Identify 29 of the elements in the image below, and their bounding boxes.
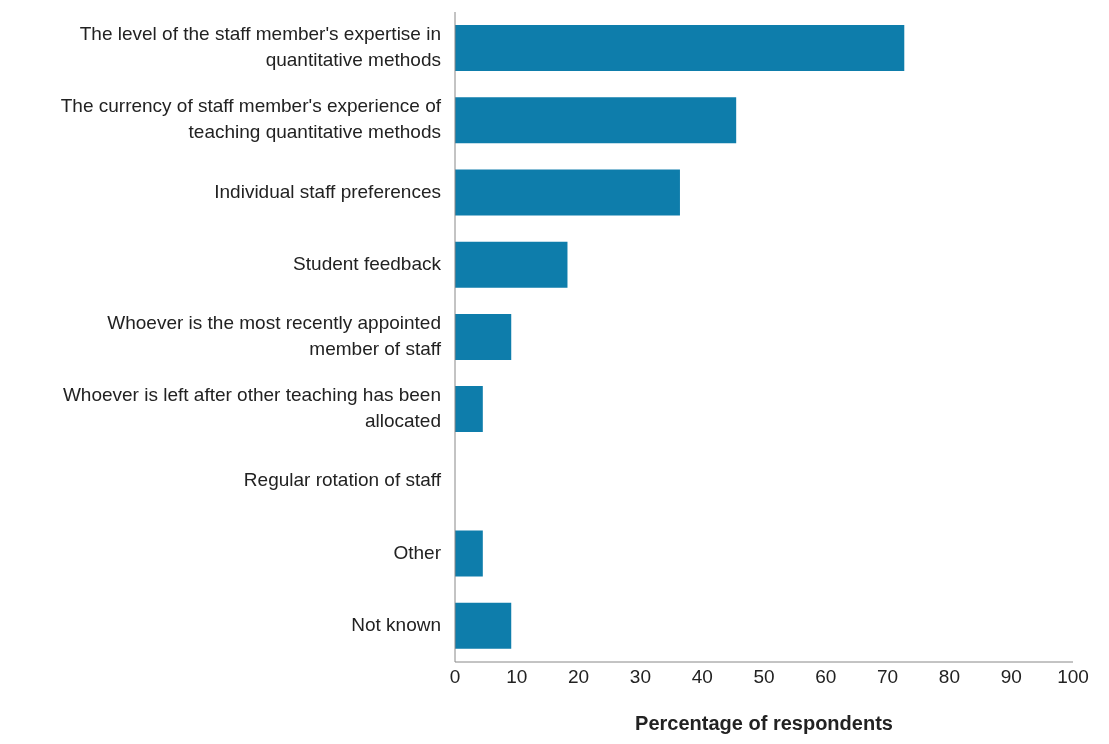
bar [455, 386, 483, 433]
x-axis-title: Percentage of respondents [635, 712, 893, 734]
bar [455, 25, 905, 71]
bar [455, 530, 483, 577]
x-tick-label: 10 [506, 666, 528, 688]
x-tick-label: 80 [938, 666, 960, 688]
y-tick-label: Student feedback [293, 252, 442, 274]
y-tick-label: Whoever is left after other teaching has been allocated [62, 384, 441, 432]
y-tick-label: Whoever is the most recently appointed member of staff [107, 312, 442, 360]
bar [455, 602, 512, 649]
x-tick-label: 20 [568, 666, 590, 688]
bar [455, 241, 568, 288]
y-tick-label: Other [393, 541, 442, 563]
y-tick-label: Individual staff preferences [214, 180, 441, 202]
x-tick-label: 60 [815, 666, 837, 688]
y-tick-label: Regular rotation of staff [243, 469, 442, 491]
y-tick-label: The currency of staff member's experience of teaching quantitative methods [60, 95, 442, 143]
x-tick-label: 50 [753, 666, 775, 688]
bar [455, 313, 512, 360]
x-tick-label: 40 [691, 666, 713, 688]
x-tick-label: 30 [629, 666, 651, 688]
x-tick-label: 0 [449, 666, 461, 688]
y-tick-label: Not known [351, 613, 441, 635]
x-tick-label: 90 [1000, 666, 1022, 688]
y-tick-label: The level of the staff member's expertise in quantitative methods [79, 23, 441, 71]
x-tick-label: 70 [877, 666, 899, 688]
bar [455, 169, 680, 216]
x-tick-label: 100 [1057, 666, 1089, 688]
bar [455, 97, 737, 144]
